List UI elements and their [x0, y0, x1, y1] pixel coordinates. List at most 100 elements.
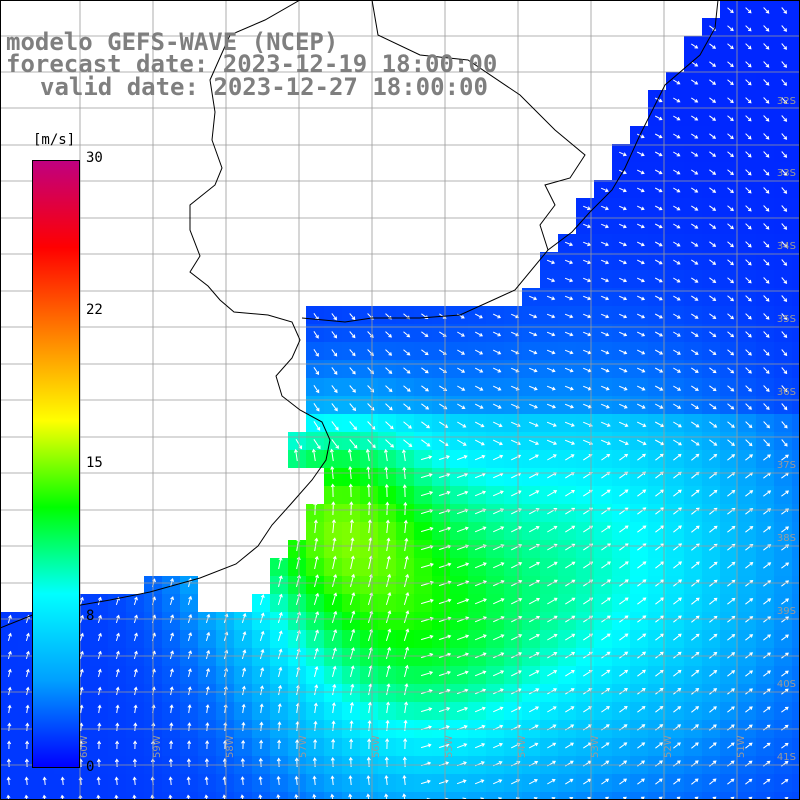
wind-arrow	[673, 421, 682, 428]
wind-arrow	[745, 313, 752, 320]
wind-arrow	[727, 349, 735, 356]
wind-arrow	[349, 701, 354, 714]
wind-arrow	[655, 651, 664, 659]
wind-speed-cell	[792, 792, 800, 800]
wind-arrow	[241, 649, 247, 660]
wind-arrow	[745, 526, 754, 533]
wind-arrow	[313, 738, 318, 750]
wind-arrow	[565, 454, 575, 461]
wind-arrow	[618, 151, 627, 157]
wind-arrow	[654, 313, 663, 319]
wind-speed-cell	[792, 378, 800, 396]
wind-arrow	[96, 776, 101, 786]
wind-arrow	[403, 738, 408, 750]
wind-arrow	[781, 490, 790, 497]
wind-arrow	[691, 403, 699, 410]
wind-arrow	[636, 133, 645, 139]
wind-arrow	[745, 205, 752, 212]
wind-arrow	[457, 385, 466, 391]
wind-arrow	[781, 223, 788, 230]
wind-arrow	[169, 704, 174, 714]
wind-arrow	[781, 349, 788, 357]
wind-arrow	[133, 650, 138, 660]
wind-arrow	[618, 349, 628, 355]
wind-arrow	[619, 706, 628, 713]
wind-arrow	[510, 562, 523, 569]
wind-arrow	[421, 421, 431, 429]
wind-arrow	[97, 686, 102, 696]
wind-speed-cell	[450, 792, 468, 800]
wind-arrow	[691, 331, 699, 337]
wind-arrow	[79, 632, 84, 642]
wind-arrow	[259, 594, 265, 606]
wind-arrow	[654, 421, 665, 428]
wind-arrow	[60, 776, 65, 786]
wind-arrow	[727, 115, 734, 122]
wind-arrow	[654, 295, 663, 301]
wind-arrow	[331, 403, 338, 412]
wind-arrow	[691, 367, 699, 373]
wind-arrow	[97, 632, 102, 642]
wind-arrow	[528, 490, 540, 497]
latitude-label: 40S	[777, 679, 796, 690]
wind-arrow	[583, 259, 592, 265]
wind-arrow	[528, 295, 538, 301]
wind-arrow	[673, 205, 681, 211]
wind-speed-cell	[594, 792, 612, 800]
wind-arrow	[169, 650, 174, 660]
wind-arrow	[781, 7, 787, 14]
wind-arrow	[421, 385, 429, 392]
wind-arrow	[601, 259, 610, 265]
wind-arrow	[763, 205, 770, 212]
wind-arrow	[330, 756, 335, 768]
wind-speed-cell	[792, 54, 800, 72]
wind-arrow	[241, 685, 246, 696]
wind-arrow	[763, 187, 770, 194]
wind-arrow	[205, 631, 211, 642]
wind-speed-cell	[792, 360, 800, 378]
wind-arrow	[565, 525, 576, 533]
wind-arrow	[745, 439, 753, 447]
wind-arrow	[474, 331, 484, 337]
wind-arrow	[727, 61, 734, 68]
wind-arrow	[601, 633, 611, 641]
wind-arrow	[655, 669, 664, 677]
wind-arrow	[510, 349, 520, 355]
wind-arrow	[781, 421, 788, 429]
wind-arrow	[492, 598, 505, 605]
wind-arrow	[529, 331, 538, 337]
wind-arrow	[403, 421, 412, 429]
wind-arrow	[403, 501, 408, 516]
wind-arrow	[187, 722, 192, 732]
wind-arrow	[456, 472, 469, 479]
wind-arrow	[655, 525, 665, 533]
wind-arrow	[564, 421, 575, 427]
wind-arrow	[727, 151, 734, 158]
wind-arrow	[169, 668, 174, 678]
wind-speed-cell	[792, 144, 800, 162]
wind-arrow	[709, 651, 718, 659]
wind-arrow	[673, 313, 681, 319]
wind-arrow	[564, 295, 574, 301]
wind-arrow	[187, 632, 193, 642]
wind-arrow	[673, 489, 682, 497]
wind-arrow	[745, 454, 754, 461]
wind-arrow	[510, 367, 520, 373]
wind-arrow	[404, 664, 409, 678]
wind-arrow	[619, 778, 628, 785]
wind-arrow	[546, 421, 557, 427]
wind-arrow	[763, 169, 770, 176]
wind-arrow	[781, 295, 788, 303]
wind-arrow	[258, 757, 263, 768]
wind-arrow	[133, 722, 138, 732]
wind-arrow	[673, 525, 682, 533]
wind-arrow	[528, 779, 538, 785]
wind-arrow	[385, 519, 390, 534]
wind-arrow	[691, 259, 699, 265]
wind-speed-cell	[792, 72, 800, 90]
wind-arrow	[727, 561, 736, 569]
wind-arrow	[474, 439, 485, 446]
wind-arrow	[404, 573, 410, 588]
wind-arrow	[529, 367, 538, 373]
wind-arrow	[745, 43, 752, 50]
